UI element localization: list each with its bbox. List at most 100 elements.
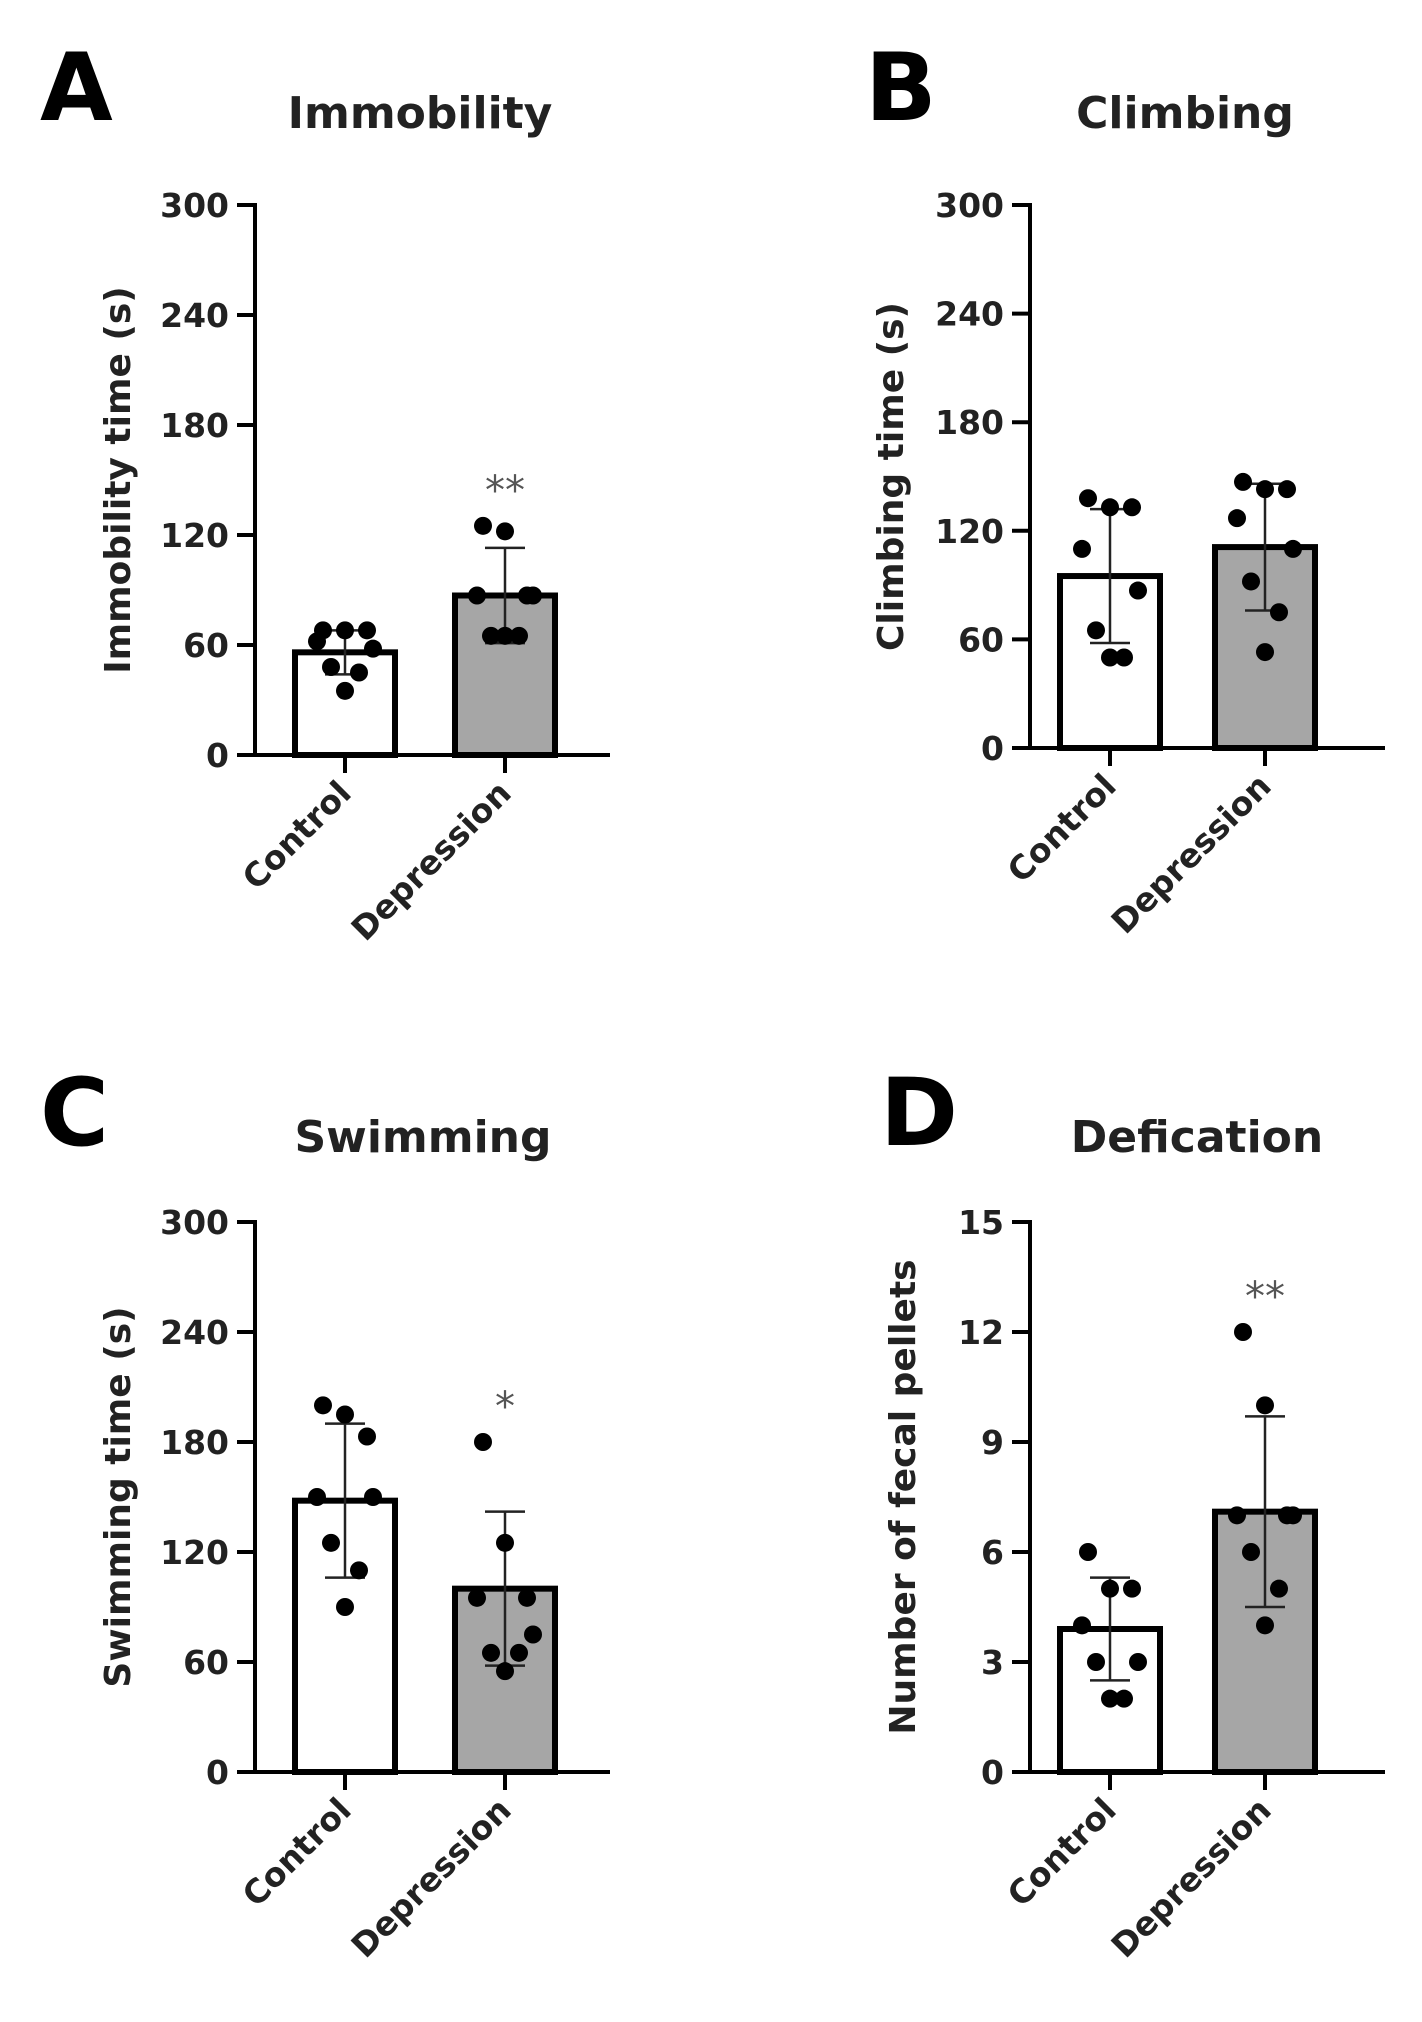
data-point: [474, 516, 492, 535]
panel-letter: A: [40, 34, 113, 143]
data-point: [1270, 1579, 1288, 1598]
x-category-label: Control: [235, 773, 359, 897]
data-point: [496, 1662, 514, 1681]
x-category-label: Control: [1000, 766, 1124, 890]
data-point: [474, 1433, 492, 1451]
data-point: [1234, 1323, 1252, 1341]
significance-marker: **: [485, 468, 525, 514]
data-point: [364, 639, 382, 658]
y-tick-label: 6: [981, 1533, 1004, 1572]
panel-letter: D: [880, 1059, 958, 1168]
y-tick-label: 240: [160, 1313, 229, 1352]
panel-d: D Defication Number of fecal pellets 0 3 6 9 12…: [880, 1059, 1385, 1965]
data-point: [336, 1598, 354, 1616]
y-tick-label: 300: [160, 1203, 229, 1242]
data-point: [510, 626, 528, 645]
panel-title: Immobility: [288, 88, 553, 139]
y-tick-label: 120: [935, 512, 1004, 551]
data-point: [1256, 1616, 1274, 1635]
significance-marker: **: [1245, 1274, 1285, 1320]
y-tick-label: 12: [958, 1313, 1004, 1352]
y-tick-label: 240: [160, 296, 229, 335]
x-category-label: Depression: [343, 773, 518, 948]
data-point: [1123, 498, 1141, 517]
y-tick-label: 180: [160, 406, 229, 445]
data-point: [1129, 581, 1147, 600]
data-point: [1242, 1543, 1260, 1561]
data-point: [1087, 621, 1105, 640]
y-tick-label: 9: [981, 1423, 1004, 1462]
data-point: [482, 1643, 500, 1662]
data-point: [510, 1643, 528, 1662]
data-point: [1278, 480, 1296, 499]
panel-title: Swimming: [294, 1112, 551, 1163]
data-point: [1284, 539, 1302, 558]
data-point: [1073, 539, 1091, 558]
panel-c: C Swimming Swimming time (s) 0 60 120 180 240 30…: [40, 1059, 610, 1965]
significance-marker: *: [495, 1384, 515, 1430]
data-point: [350, 1561, 368, 1580]
data-point: [336, 621, 354, 640]
data-point: [1242, 572, 1260, 591]
data-point: [1087, 1653, 1105, 1671]
data-point: [468, 586, 486, 605]
data-point: [524, 1625, 542, 1644]
data-point: [468, 1588, 486, 1607]
data-point: [482, 626, 500, 645]
y-tick-label: 0: [981, 729, 1004, 768]
data-point: [1284, 1506, 1302, 1525]
y-axis-label: Immobility time (s): [98, 286, 139, 674]
data-point: [1073, 1616, 1091, 1635]
data-point: [1228, 1506, 1246, 1525]
data-point: [308, 1488, 326, 1506]
data-point: [1234, 472, 1252, 491]
y-tick-label: 0: [206, 1753, 229, 1792]
x-category-label: Depression: [1103, 1790, 1278, 1965]
panel-letter: C: [40, 1059, 109, 1168]
data-point: [496, 626, 514, 645]
data-point: [1101, 1579, 1119, 1598]
data-point: [364, 1488, 382, 1506]
data-point: [1256, 1396, 1274, 1415]
data-point: [1079, 489, 1097, 508]
data-point: [350, 663, 368, 682]
data-point: [1079, 1543, 1097, 1561]
y-tick-label: 3: [981, 1643, 1004, 1682]
x-category-label: Depression: [343, 1790, 518, 1965]
data-point: [496, 522, 514, 541]
data-point: [358, 621, 376, 640]
x-category-label: Depression: [1103, 766, 1278, 941]
y-axis-label: Swimming time (s): [98, 1306, 139, 1687]
data-point: [524, 586, 542, 605]
y-tick-label: 240: [935, 295, 1004, 334]
data-point: [322, 1533, 340, 1552]
panel-a: A Immobility Immobility time (s) 0 60 120 180 2…: [40, 34, 610, 948]
data-point: [518, 1588, 536, 1607]
data-point: [496, 1533, 514, 1552]
y-tick-label: 0: [981, 1753, 1004, 1792]
data-point: [1101, 648, 1119, 667]
panel-letter: B: [865, 34, 937, 143]
panel-b: B Climbing Climbing time (s) 0 60 120 180 240 30…: [865, 34, 1385, 941]
data-point: [336, 681, 354, 700]
data-point: [1256, 480, 1274, 499]
y-axis-label: Climbing time (s): [871, 302, 912, 651]
data-point: [1115, 1689, 1133, 1708]
data-point: [1270, 603, 1288, 622]
y-tick-label: 15: [958, 1203, 1004, 1242]
data-point: [322, 658, 340, 676]
y-tick-label: 180: [935, 403, 1004, 442]
data-point: [1256, 643, 1274, 662]
y-tick-label: 300: [160, 186, 229, 225]
data-point: [308, 632, 326, 651]
data-point: [358, 1427, 376, 1446]
data-point: [1101, 1689, 1119, 1708]
panel-title: Defication: [1071, 1112, 1323, 1163]
data-point: [336, 1405, 354, 1424]
y-tick-label: 60: [958, 620, 1004, 659]
y-axis-label: Number of fecal pellets: [883, 1259, 924, 1734]
y-tick-label: 300: [935, 186, 1004, 225]
data-point: [1129, 1653, 1147, 1671]
data-point: [1228, 509, 1246, 528]
